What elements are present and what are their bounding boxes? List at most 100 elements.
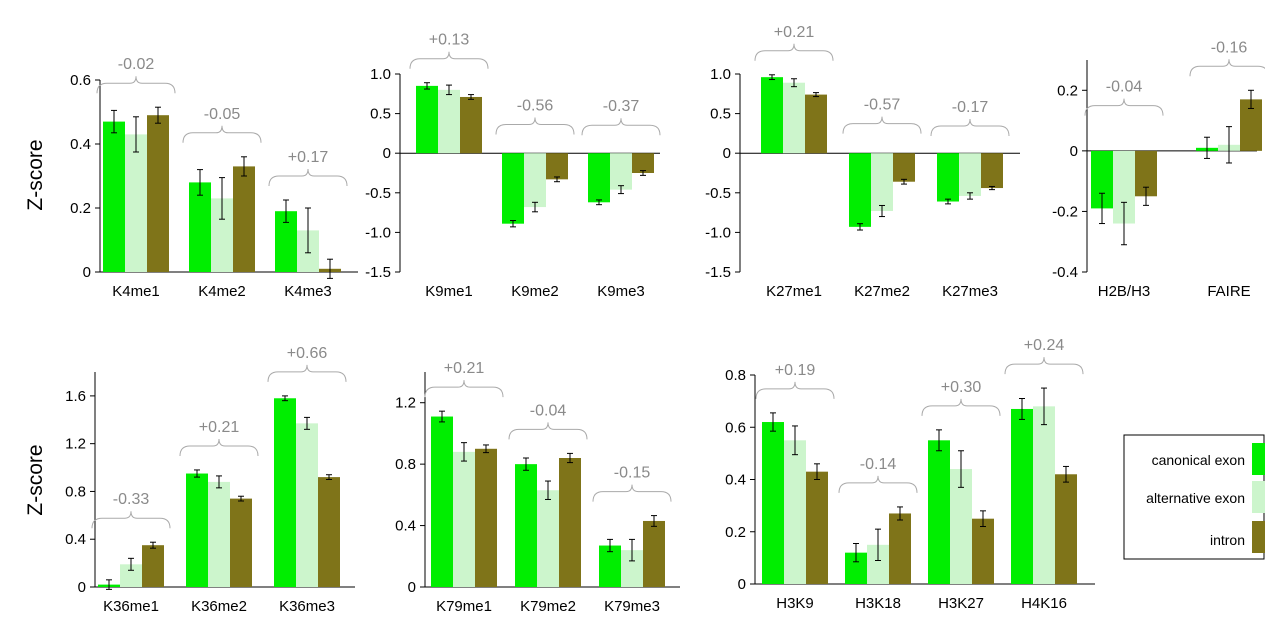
difference-bracket [921,398,1001,416]
difference-bracket [91,511,171,529]
difference-label: -0.02 [118,56,155,73]
difference-bracket [268,168,348,187]
bar-canonical-exon [189,182,211,272]
difference-bracket [1189,59,1265,77]
panel-2: -1.5 -1.0 -0.5 0 0.5 1.0 K9me1 +0.13 K9me2 -0.56 K… [365,32,661,300]
legend-frame [1123,434,1265,560]
bar-intron [546,153,568,180]
bar-canonical-exon [416,85,438,154]
bar-intron [147,115,169,272]
y-tick-label: 0 [1070,143,1078,160]
legend-label-canonical: canonical exon [1152,452,1245,468]
legend-swatch-alternative [1252,481,1265,513]
difference-bracket [267,364,347,382]
category-label: H3K27 [938,595,984,612]
difference-bracket [508,422,588,440]
y-tick-label: 0.2 [70,200,91,217]
difference-label: -0.14 [860,456,897,473]
y-tick-label: 0.4 [395,518,416,535]
bar-intron [318,477,340,587]
bar-intron [1135,150,1157,197]
difference-label: +0.21 [774,24,815,41]
difference-label: -0.56 [517,97,554,114]
panel-7: 0 0.2 0.4 0.6 0.8 H3K9 +0.19 H3K18 -0.14 H3K27 +0.… [725,337,1095,612]
bar-canonical-exon [849,153,871,227]
bar-intron [806,471,828,584]
category-label: K4me2 [198,283,246,300]
bar-intron [142,545,164,587]
difference-label: -0.17 [952,99,989,116]
bar-intron [1240,99,1262,151]
legend-swatch-canonical [1252,443,1265,475]
bar-alternative-exon [211,198,233,272]
y-tick-label: 1.2 [395,395,416,412]
difference-bracket [754,43,834,61]
bar-alternative-exon [959,153,981,196]
bar-alternative-exon [783,82,805,154]
y-tick-label: 0.8 [395,456,416,473]
category-label: H3K18 [855,595,901,612]
difference-label: -0.57 [864,97,901,114]
difference-bracket [755,381,835,399]
y-tick-label: 0 [408,579,416,596]
y-tick-label: 0.2 [725,524,746,541]
y-tick-label: -1.5 [705,264,731,281]
difference-label: +0.30 [941,379,982,396]
bar-alternative-exon [610,153,632,190]
bar-alternative-exon [125,134,147,272]
category-label: H4K16 [1021,595,1067,612]
bar-intron [972,518,994,584]
y-tick-label: -0.4 [1052,264,1078,281]
bar-canonical-exon [274,398,296,587]
difference-label: +0.66 [287,345,328,362]
panel-5: 0 0.4 0.8 1.2 1.6 K36me1 -0.33 K36me2 +0.21 K36me… [65,345,355,615]
difference-bracket [592,484,672,502]
bar-alternative-exon [120,564,142,587]
y-tick-label: 0.5 [710,106,731,123]
bar-canonical-exon [103,121,125,272]
bar-intron [475,448,497,587]
difference-label: +0.17 [288,149,329,166]
bar-canonical-exon [502,153,524,224]
bar-alternative-exon [453,451,475,587]
bar-alternative-exon [867,544,889,584]
bar-canonical-exon [515,464,537,587]
difference-label: -0.33 [113,491,150,508]
category-label: K36me2 [191,598,247,615]
difference-bracket [1004,357,1084,375]
bar-canonical-exon [186,473,208,587]
bar-canonical-exon [761,77,783,154]
y-tick-label: 0 [723,145,731,162]
legend-label-intron: intron [1210,532,1245,548]
bar-intron [559,458,581,587]
difference-bracket [424,380,504,398]
bar-canonical-exon [599,545,621,587]
category-label: K9me3 [597,283,645,300]
bar-canonical-exon [845,552,867,584]
difference-label: +0.24 [1024,337,1065,354]
category-label: H3K9 [776,595,814,612]
y-tick-label: 1.0 [370,66,391,83]
bar-alternative-exon [537,490,559,587]
bar-intron [1055,474,1077,584]
difference-label: -0.05 [204,106,241,123]
difference-label: -0.16 [1211,39,1248,56]
y-tick-label: 0.6 [725,419,746,436]
panel-1: 0 0.2 0.4 0.6 K4me1 -0.02 K4me2 -0.05 K4me3 +0.17 [70,56,358,300]
bar-alternative-exon [1113,150,1135,224]
bar-canonical-exon [588,153,610,203]
category-label: K4me1 [112,283,160,300]
bar-canonical-exon [1091,150,1113,209]
bar-intron [981,153,1003,189]
y-tick-label: -0.5 [705,185,731,202]
y-tick-label: 0.5 [370,106,391,123]
difference-label: +0.19 [775,362,816,379]
bar-intron [233,166,255,272]
y-tick-label: -0.5 [365,185,391,202]
difference-label: -0.04 [530,402,567,419]
bar-intron [889,513,911,584]
category-label: K79me1 [436,598,492,615]
y-tick-label: 0 [383,145,391,162]
difference-bracket [495,117,575,135]
category-label: K36me1 [103,598,159,615]
